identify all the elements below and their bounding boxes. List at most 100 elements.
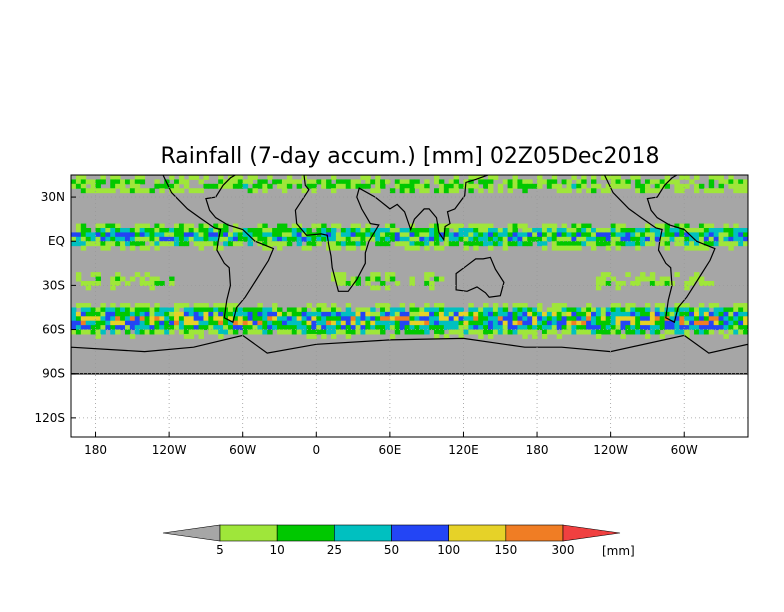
rain-cell — [326, 311, 332, 317]
rain-cell — [571, 311, 577, 317]
rain-cell — [581, 175, 587, 180]
rain-cell — [424, 183, 430, 189]
rain-cell — [110, 241, 116, 247]
rain-cell — [424, 307, 430, 313]
rain-cell — [321, 179, 327, 185]
rain-cell — [85, 329, 92, 335]
rain-cell — [409, 183, 415, 189]
rain-cell — [483, 329, 489, 335]
rain-cell — [625, 232, 631, 238]
rain-cell — [487, 245, 494, 251]
rain-cell — [546, 223, 553, 229]
rain-cell — [120, 232, 126, 238]
rain-cell — [551, 245, 558, 251]
rain-cell — [448, 188, 455, 194]
rain-cell — [124, 232, 131, 238]
rain-cell — [591, 245, 597, 251]
rain-cell — [414, 236, 420, 242]
rain-cell — [232, 179, 239, 185]
rain-cell — [149, 232, 155, 238]
rain-cell — [365, 232, 371, 238]
rain-cell — [576, 329, 582, 335]
rain-cell — [581, 311, 587, 317]
rain-cell — [124, 280, 131, 286]
rain-cell — [326, 183, 332, 189]
rain-cell — [546, 316, 553, 322]
rain-cell — [605, 316, 612, 322]
rain-cell — [718, 307, 724, 313]
landmass-americas-2 — [551, 175, 716, 324]
rain-cell — [360, 175, 366, 180]
rain-cell — [223, 311, 229, 317]
rain-cell — [375, 272, 381, 278]
rain-cell — [571, 236, 577, 242]
rain-cell — [105, 223, 111, 229]
rain-cell — [527, 320, 533, 326]
rain-cell — [296, 232, 303, 238]
rain-cell — [159, 227, 165, 233]
rain-cell — [517, 183, 523, 189]
rain-cell — [733, 188, 739, 194]
rain-cell — [615, 232, 621, 238]
rain-cell — [615, 285, 621, 291]
rain-cell — [635, 329, 641, 335]
rain-cell — [635, 232, 641, 238]
rain-cell — [684, 285, 690, 291]
rain-cell — [541, 329, 548, 335]
rain-cell — [438, 188, 445, 194]
rain-cell — [316, 303, 322, 308]
rain-cell — [115, 311, 121, 317]
rain-cell — [306, 241, 312, 247]
rain-cell — [169, 241, 175, 247]
rain-cell — [110, 320, 116, 326]
rain-cell — [267, 245, 273, 251]
rain-cell — [296, 325, 303, 331]
rain-cell — [738, 303, 744, 308]
map-title: Rainfall (7-day accum.) [mm] 02Z05Dec201… — [160, 144, 659, 169]
rain-cell — [468, 223, 474, 229]
rain-cell — [463, 320, 469, 326]
rain-cell — [208, 316, 214, 322]
rain-cell — [659, 311, 666, 317]
colorbar-swatch — [505, 524, 564, 542]
rain-cell — [453, 227, 460, 233]
rain-cell — [414, 183, 420, 189]
rain-cell — [502, 179, 509, 185]
rain-cell — [679, 303, 685, 308]
rain-cell — [537, 307, 543, 313]
colorbar-swatch — [448, 524, 507, 542]
rain-cell — [689, 316, 695, 322]
rain-cell — [409, 329, 415, 335]
rain-cell — [306, 333, 312, 339]
rain-cell — [345, 307, 352, 313]
rain-cell — [291, 307, 298, 313]
rain-cell — [213, 329, 219, 335]
rain-cell — [85, 179, 92, 185]
rain-cell — [664, 280, 671, 286]
rain-cell — [723, 227, 729, 233]
rain-cell — [497, 241, 504, 247]
rain-cell — [576, 311, 582, 317]
rain-cell — [487, 232, 494, 238]
rain-cell — [654, 320, 661, 326]
rain-cell — [110, 311, 116, 317]
rain-cell — [139, 316, 146, 322]
rain-cell — [326, 329, 332, 335]
rain-cell — [277, 183, 283, 189]
rain-cell — [213, 223, 219, 229]
rain-cell — [414, 320, 420, 326]
rain-cell — [203, 175, 209, 180]
rain-cell — [595, 285, 602, 291]
rain-cell — [208, 307, 214, 313]
rain-cell — [630, 311, 636, 317]
rain-cell — [389, 325, 396, 331]
rain-cell — [331, 188, 337, 194]
rain-cell — [134, 325, 141, 331]
rain-cell — [723, 241, 729, 247]
rain-cell — [193, 307, 200, 313]
rain-cell — [507, 188, 514, 194]
rain-cell — [453, 325, 460, 331]
rain-cell — [605, 311, 612, 317]
rain-cell — [159, 280, 165, 286]
rain-cell — [110, 307, 116, 313]
